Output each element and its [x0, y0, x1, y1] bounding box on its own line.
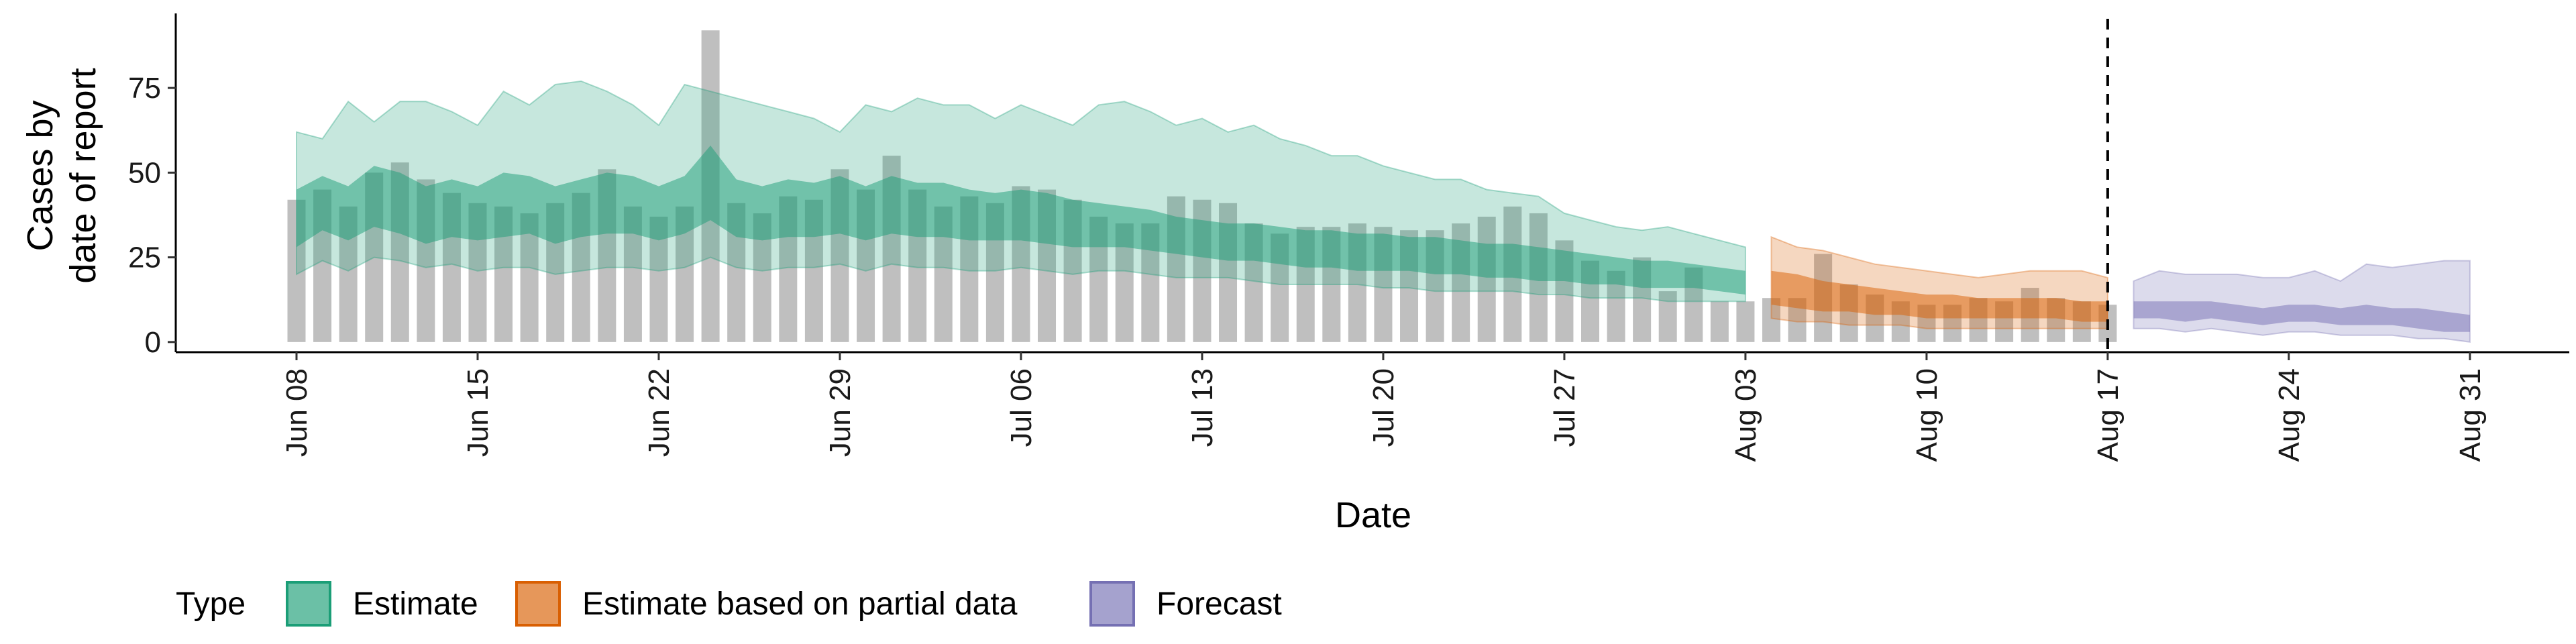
x-tick-label: Jul 27	[1548, 368, 1581, 447]
forecast-band-90	[2133, 260, 2471, 343]
reported-cases-bar	[1658, 291, 1677, 342]
legend-label: Estimate based on partial data	[582, 586, 1018, 622]
x-tick-label: Jul 13	[1186, 368, 1219, 447]
reported-cases-bar	[1710, 301, 1729, 342]
y-tick-label: 25	[128, 241, 161, 274]
x-tick-label: Aug 10	[1911, 368, 1943, 462]
y-tick-label: 75	[128, 72, 161, 105]
reported-cases-bar	[1736, 301, 1755, 342]
x-tick-label: Jun 29	[824, 368, 857, 457]
x-tick-label: Aug 24	[2273, 368, 2306, 462]
estimate-band-50	[297, 146, 1746, 295]
x-tick-label: Jun 22	[643, 368, 676, 457]
x-tick-label: Jun 15	[462, 368, 494, 457]
x-tick-label: Jun 08	[280, 368, 313, 457]
legend-title: Type	[176, 586, 246, 622]
x-tick-label: Jul 06	[1005, 368, 1038, 447]
legend-label: Estimate	[353, 586, 478, 622]
partial-band-50	[1771, 270, 2108, 322]
legend-label: Forecast	[1157, 586, 1282, 622]
x-axis-title: Date	[1335, 495, 1411, 535]
y-tick-label: 50	[128, 156, 161, 189]
legend: Type Estimate Estimate based on partial d…	[176, 581, 1282, 627]
y-axis-ticks: 0 25 50 75	[128, 72, 176, 359]
x-tick-label: Aug 17	[2092, 368, 2125, 462]
x-tick-label: Aug 03	[1729, 368, 1762, 462]
x-tick-label: Jul 20	[1367, 368, 1400, 447]
x-axis-ticks: Jun 08 Jun 15 Jun 22 Jun 29 Jul 06 Jul 13 Jul …	[280, 352, 2487, 462]
y-tick-label: 0	[145, 326, 161, 359]
forecast-band-50	[2133, 301, 2470, 332]
reported-cases-bar	[1477, 217, 1496, 342]
estimate-bands	[296, 80, 2471, 343]
legend-key	[1089, 581, 1135, 627]
y-axis-title-line-1: Cases by	[20, 100, 60, 251]
y-axis-title-line-2: date of report	[63, 68, 103, 283]
x-tick-label: Aug 31	[2454, 368, 2487, 462]
legend-key	[286, 581, 331, 627]
axes	[174, 13, 2569, 354]
legend-key	[515, 581, 561, 627]
